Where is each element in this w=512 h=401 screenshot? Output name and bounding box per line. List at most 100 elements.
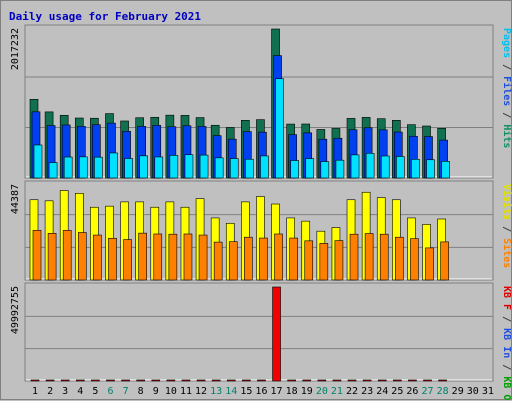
panel-legend-label: KB F / KB In / KB Out <box>501 286 512 401</box>
bar-kb-f-day-23 <box>362 379 372 382</box>
panel-max-label: 2017232 <box>10 28 21 70</box>
bar-kb-f-day-20 <box>317 379 327 382</box>
bar-kb-f-day-14 <box>226 379 236 382</box>
x-tick-label: 18 <box>286 386 298 397</box>
x-tick-label: 28 <box>437 386 449 397</box>
x-tick-label: 20 <box>316 386 328 397</box>
x-tick-label: 6 <box>107 386 113 397</box>
bar-sites-day-20 <box>319 243 329 281</box>
bar-sites-day-3 <box>62 230 72 281</box>
bar-pages-day-11 <box>184 154 194 179</box>
bar-pages-day-4 <box>78 156 88 179</box>
bar-sites-day-9 <box>153 233 163 281</box>
x-tick-label: 11 <box>180 386 192 397</box>
x-tick-label: 1 <box>32 386 38 397</box>
x-tick-label: 4 <box>77 386 83 397</box>
bar-sites-day-6 <box>108 237 117 281</box>
bar-sites-day-1 <box>32 230 42 281</box>
bar-pages-day-5 <box>94 156 103 179</box>
bar-pages-day-20 <box>320 161 330 179</box>
bar-sites-day-12 <box>198 234 208 281</box>
bar-kb-f-day-25 <box>393 379 402 382</box>
bar-pages-day-21 <box>335 159 345 179</box>
bar-pages-day-12 <box>199 154 209 179</box>
bar-kb-f-day-3 <box>60 379 70 382</box>
bar-sites-day-13 <box>213 241 223 281</box>
bar-pages-day-1 <box>33 144 43 179</box>
series-pages <box>33 78 450 179</box>
bar-pages-day-9 <box>154 156 164 179</box>
bar-sites-day-10 <box>168 233 178 281</box>
x-tick-label: 5 <box>92 386 98 397</box>
bar-kb-f-day-16 <box>257 379 266 382</box>
bar-pages-day-14 <box>229 158 239 179</box>
x-tick-label: 3 <box>62 386 68 397</box>
x-tick-label: 16 <box>255 386 267 397</box>
series-sites <box>32 230 449 281</box>
bar-sites-day-25 <box>395 236 404 281</box>
bar-sites-day-16 <box>259 237 268 281</box>
bar-pages-day-26 <box>411 159 420 179</box>
bar-sites-day-11 <box>183 233 193 281</box>
bar-kb-f-day-26 <box>408 379 417 382</box>
bar-pages-day-8 <box>139 155 148 179</box>
bar-kb-f-day-12 <box>196 379 206 382</box>
x-tick-label: 9 <box>153 386 159 397</box>
bar-kb-f-day-5 <box>91 379 100 382</box>
bar-pages-day-18 <box>290 160 299 179</box>
bar-pages-day-6 <box>109 152 118 179</box>
bar-kb-f-day-21 <box>332 379 342 382</box>
x-tick-label: 29 <box>452 386 464 397</box>
x-tick-label: 26 <box>406 386 418 397</box>
bar-pages-day-23 <box>365 153 375 179</box>
bar-kb-f-day-27 <box>423 379 432 382</box>
bar-sites-day-15 <box>244 236 253 281</box>
x-tick-label: 7 <box>123 386 129 397</box>
chart-title: Daily usage for February 2021 <box>9 10 201 23</box>
x-tick-label: 17 <box>271 386 283 397</box>
bar-pages-day-28 <box>441 161 450 179</box>
bar-sites-day-4 <box>77 232 87 281</box>
legend-part: KB F <box>501 286 512 310</box>
plot-area <box>24 282 494 382</box>
panel-visits-sites: 44387 Visits / Sites <box>10 180 512 281</box>
bar-sites-day-22 <box>349 233 359 281</box>
bar-sites-day-24 <box>379 233 389 281</box>
legend-part: / <box>501 220 512 238</box>
panel-legend-label: Pages / Files / Hits <box>501 28 512 148</box>
bar-sites-day-2 <box>47 233 57 281</box>
bar-kb-f-day-17 <box>272 286 281 382</box>
bar-sites-day-28 <box>440 241 449 281</box>
panels: 2017232 Pages / Files / Hits 44387 Visits /… <box>10 24 512 401</box>
x-tick-label: 30 <box>467 386 479 397</box>
bar-sites-day-14 <box>228 241 238 281</box>
bar-sites-day-8 <box>138 232 147 281</box>
bar-sites-day-23 <box>364 233 374 281</box>
bar-sites-day-17 <box>274 233 283 281</box>
bar-kb-f-day-10 <box>166 379 176 382</box>
x-axis-labels: 1 2 3 4 5 6 7 8 9 10 11 12 13 14 15 16 17 18 19 20 21 22 23 24 2… <box>32 386 494 397</box>
bar-pages-day-2 <box>48 162 58 179</box>
legend-part: / <box>501 58 512 76</box>
bar-sites-day-26 <box>410 238 419 281</box>
series-kb-f <box>30 286 447 382</box>
bar-kb-f-day-9 <box>151 379 161 382</box>
legend-part: / <box>501 310 512 328</box>
bar-kb-f-day-4 <box>75 379 85 382</box>
legend-part: KB In <box>501 328 512 358</box>
bar-sites-day-5 <box>93 234 102 281</box>
legend-part: Hits <box>501 124 512 148</box>
legend-part: Pages <box>501 28 512 58</box>
panel-pages-files-hits: 2017232 Pages / Files / Hits <box>10 24 512 179</box>
legend-part: / <box>501 358 512 376</box>
x-tick-label: 25 <box>391 386 403 397</box>
x-tick-label: 15 <box>240 386 252 397</box>
x-tick-label: 14 <box>225 386 237 397</box>
bar-kb-f-day-18 <box>287 379 296 382</box>
bar-pages-day-27 <box>426 159 435 179</box>
legend-part: Sites <box>501 238 512 268</box>
bar-kb-f-day-11 <box>181 379 191 382</box>
bar-sites-day-18 <box>289 237 298 281</box>
bar-pages-day-15 <box>245 158 254 179</box>
